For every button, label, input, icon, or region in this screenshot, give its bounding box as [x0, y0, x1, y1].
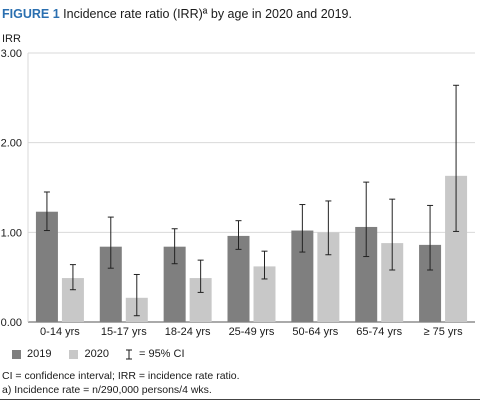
gridlines: [27, 52, 475, 323]
y-tick-label: 3.00: [1, 48, 22, 60]
error-bar-2020-2: [133, 273, 140, 317]
error-bar-2020-3: [197, 259, 204, 293]
x-tick-label: 0-14 yrs: [40, 326, 80, 338]
figure-label: FIGURE 1: [2, 7, 60, 21]
x-tick-label: 25-49 yrs: [229, 326, 275, 338]
x-tick-labels: 0-14 yrs 15-17 yrs 18-24 yrs 25-49 yrs 50-64…: [40, 326, 463, 338]
x-tick-label: ≥ 75 yrs: [424, 326, 464, 338]
legend-ci-label: = 95% CI: [138, 348, 185, 360]
legend: 2019 2020 = 95% CI: [12, 348, 185, 360]
x-tick-label: 50-64 yrs: [292, 326, 338, 338]
bar-2019-3: [163, 246, 186, 322]
figure-title-text: Incidence rate ratio (IRR)ª by age in 20…: [63, 7, 352, 21]
confidence-interval-icon: [125, 349, 132, 359]
footnote-abbreviations: CI = confidence interval; IRR = incidenc…: [2, 370, 240, 382]
bars: [35, 175, 468, 322]
error-bar-2019-4: [235, 220, 242, 250]
bar-2020-5: [317, 232, 340, 322]
figure-title: FIGURE 1 Incidence rate ratio (IRR)ª by …: [2, 7, 352, 21]
bar-2020-3: [189, 278, 212, 322]
bar-2020-4: [253, 266, 276, 322]
legend-label-2020: 2020: [84, 348, 109, 360]
bottom-rule: [0, 399, 480, 400]
error-bar-2019-5: [299, 204, 306, 253]
error-bar-2020-7: [453, 84, 460, 232]
y-tick-labels: 0.00 1.00 2.00 3.00: [1, 48, 22, 329]
error-bar-2020-5: [325, 200, 332, 256]
footnote-incidence-rate: a) Incidence rate = n/290,000 persons/4 …: [2, 384, 212, 396]
legend-label-2019: 2019: [27, 348, 52, 360]
bar-2019-5: [291, 230, 314, 322]
bar-2020-6: [381, 243, 404, 322]
x-tick-label: 15-17 yrs: [101, 326, 147, 338]
y-tick-label: 2.00: [1, 138, 22, 150]
error-bar-2019-1: [43, 191, 50, 232]
bar-2019-7: [419, 244, 442, 322]
bar-2019-6: [355, 226, 378, 322]
error-bar-2019-6: [363, 181, 370, 258]
error-bar-2020-4: [261, 250, 268, 280]
legend-swatch-2019: [12, 349, 21, 359]
bar-chart: 0.00 1.00 2.00 3.00 0-14 yrs 15-17 yrs 18-24 …: [1, 48, 475, 338]
error-bar-2020-1: [69, 264, 76, 291]
error-bars: [43, 84, 460, 317]
bar-2019-4: [227, 235, 250, 322]
bar-2020-7: [445, 175, 468, 322]
y-tick-label: 0.00: [1, 317, 22, 329]
bar-2020-1: [61, 278, 84, 322]
error-bar-2019-3: [171, 228, 178, 265]
legend-swatch-2020: [69, 349, 79, 359]
x-tick-label: 18-24 yrs: [165, 326, 211, 338]
y-axis-label: IRR: [2, 33, 21, 45]
y-tick-label: 1.00: [1, 227, 22, 239]
bar-2019-1: [35, 211, 58, 322]
bar-2019-2: [99, 246, 122, 322]
x-tick-label: 65-74 yrs: [356, 326, 402, 338]
error-bar-2020-6: [389, 198, 396, 271]
error-bar-2019-2: [107, 216, 114, 269]
error-bar-2019-7: [427, 204, 434, 271]
